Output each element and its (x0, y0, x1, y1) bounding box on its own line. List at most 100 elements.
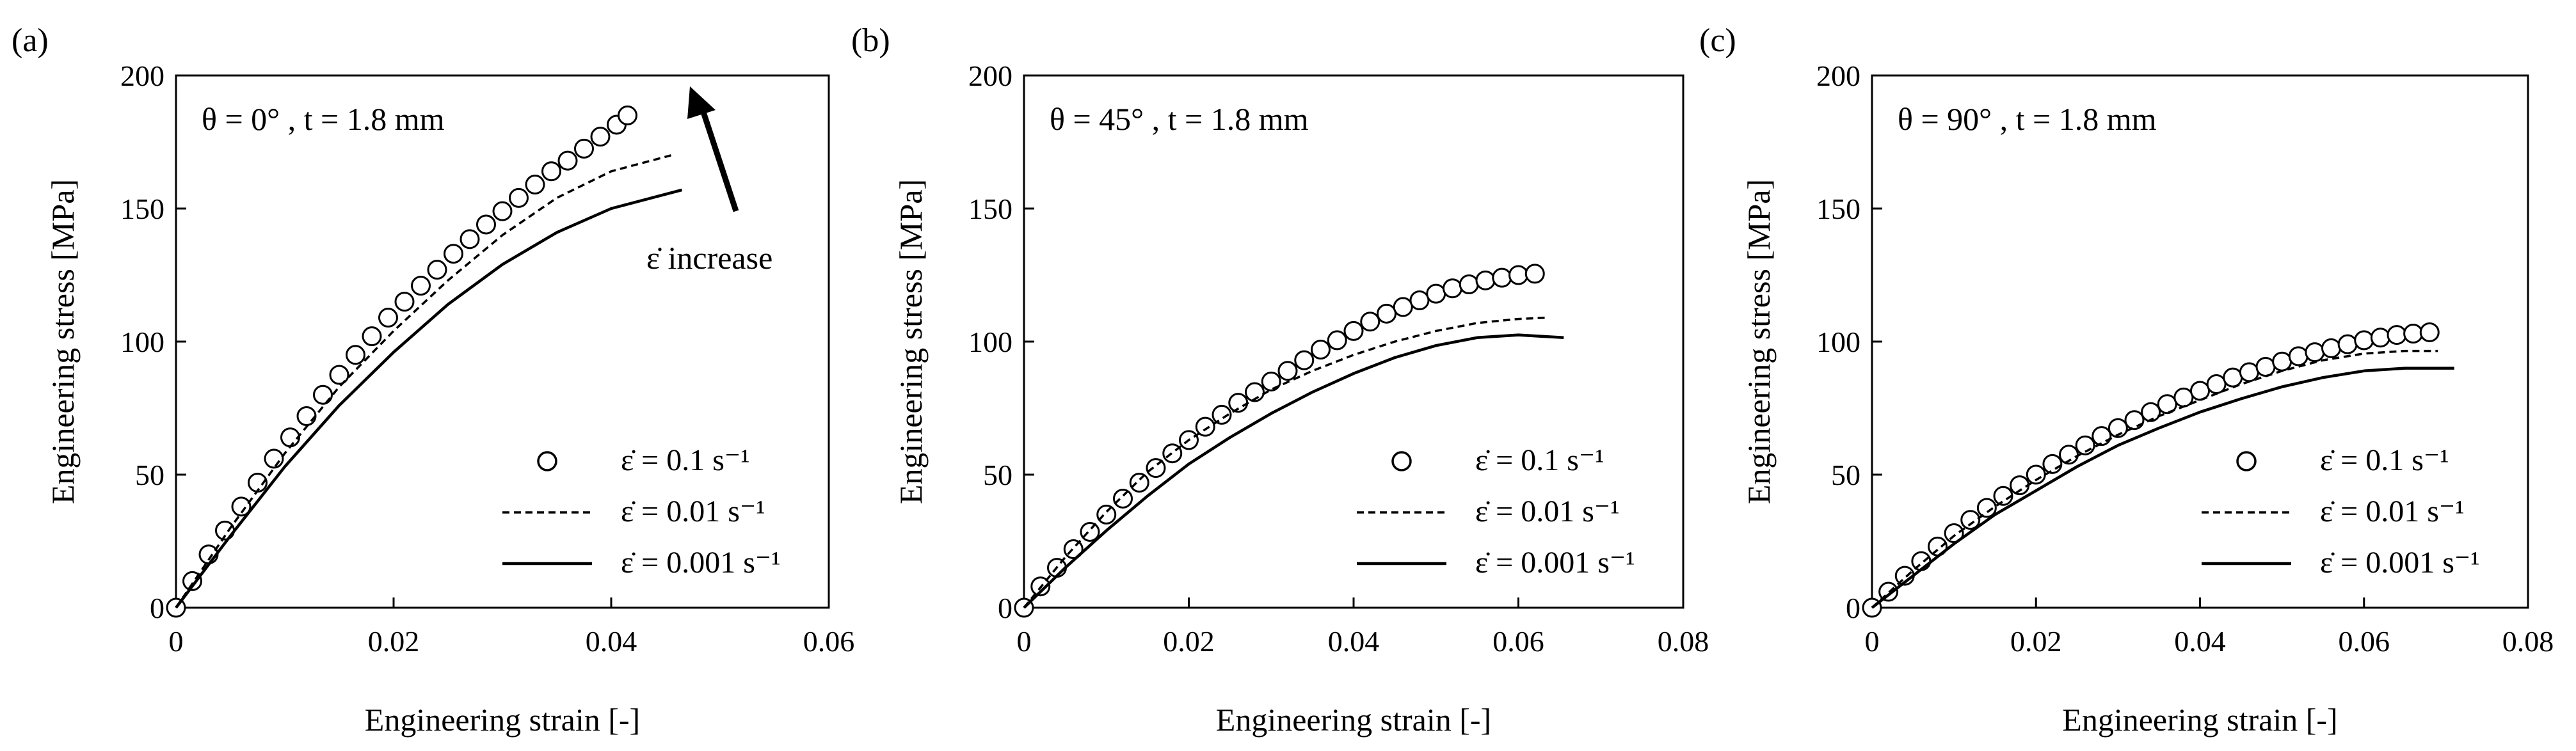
data-point (1360, 312, 1380, 332)
legend-marker-circle (1391, 451, 1412, 471)
data-point (411, 276, 431, 296)
data-point (2387, 325, 2407, 345)
x-tick-label: 0.06 (1492, 625, 1544, 658)
data-point (296, 406, 317, 426)
data-point (2141, 402, 2161, 422)
data-point (264, 448, 284, 469)
data-point (2042, 454, 2063, 474)
data-point (541, 161, 561, 182)
y-tick-label: 100 (1816, 326, 1860, 358)
data-point (1327, 330, 1347, 351)
data-point (2092, 426, 2112, 447)
x-tick-label: 0.06 (803, 625, 855, 658)
condition-text: θ = 90° , t = 1.8 mm (1898, 101, 2157, 137)
data-point (427, 260, 447, 280)
legend-label: ε̇ = 0.01 s⁻¹ (621, 494, 765, 528)
series-dashed (1871, 349, 2438, 609)
y-tick-label: 0 (998, 592, 1012, 624)
data-point (1524, 264, 1545, 284)
legend-label: ε̇ = 0.01 s⁻¹ (1475, 494, 1620, 528)
data-point (590, 127, 611, 147)
data-point (509, 187, 529, 208)
data-point (394, 292, 415, 312)
data-point (444, 244, 463, 264)
x-tick-label: 0 (1865, 625, 1880, 658)
data-point (1377, 303, 1396, 324)
x-axis-label: Engineering strain [-] (365, 702, 640, 738)
series-solid (1871, 367, 2454, 609)
data-point (1129, 472, 1149, 493)
data-point (1459, 274, 1479, 295)
legend: ε̇ = 0.1 s⁻¹ ε̇ = 0.01 s⁻¹ ε̇ = 0.001 s⁻¹ (2202, 443, 2480, 580)
data-point (525, 175, 545, 195)
series-circles (1862, 322, 2440, 618)
legend-label: ε̇ = 0.001 s⁻¹ (621, 546, 781, 580)
y-axis-label: Engineering stress [MPa] (893, 179, 929, 504)
legend-label: ε̇ = 0.001 s⁻¹ (2320, 546, 2480, 580)
data-point (1508, 265, 1528, 285)
x-tick-label: 0 (169, 625, 184, 658)
arrow-shaft (700, 109, 739, 212)
x-tick-label: 0.02 (2010, 625, 2062, 658)
arrow-head-icon (687, 86, 716, 119)
x-tick-label: 0.02 (1163, 625, 1215, 658)
data-point (2337, 334, 2358, 354)
data-point (1443, 278, 1462, 299)
y-tick-label: 50 (983, 459, 1012, 491)
data-point (1294, 350, 1315, 370)
chart-panel-a: (a) 0 50 100 150 200 0 0.02 0.04 0.06 Engineering … (12, 22, 854, 738)
y-tick-label: 200 (1816, 59, 1860, 92)
data-point (2190, 381, 2210, 401)
legend-label: ε̇ = 0.01 s⁻¹ (2320, 494, 2465, 528)
data-point (1409, 290, 1430, 311)
data-point (2124, 410, 2145, 431)
series-line (175, 154, 671, 608)
y-tick-label: 200 (120, 59, 164, 92)
x-tick-label: 0.02 (368, 625, 420, 658)
y-tick-label: 0 (150, 592, 164, 624)
data-point (378, 308, 398, 328)
series-line (1023, 316, 1548, 609)
series-dashed (1023, 316, 1548, 609)
y-tick-label: 100 (120, 326, 164, 358)
data-point (2370, 328, 2390, 348)
data-point (2305, 342, 2325, 363)
data-point (329, 365, 349, 385)
data-point (2026, 464, 2046, 485)
data-point (557, 150, 578, 171)
data-point (1212, 404, 1232, 425)
y-tick-label: 200 (968, 59, 1012, 92)
data-point (492, 201, 513, 221)
data-point (1976, 498, 1997, 518)
condition-text: θ = 0° , t = 1.8 mm (202, 101, 445, 137)
data-point (313, 384, 333, 405)
data-point (2354, 330, 2374, 351)
panel-label: (b) (851, 22, 890, 59)
legend: ε̇ = 0.1 s⁻¹ ε̇ = 0.01 s⁻¹ ε̇ = 0.001 s⁻¹ (502, 443, 781, 580)
data-point (1096, 504, 1117, 525)
series-dashed (175, 154, 671, 608)
y-axis-label: Engineering stress [MPa] (1741, 179, 1777, 504)
data-point (2403, 324, 2424, 344)
data-point (1261, 371, 1281, 391)
legend-label: ε̇ = 0.1 s⁻¹ (2320, 443, 2449, 477)
y-tick-label: 50 (1831, 459, 1860, 491)
data-point (2108, 418, 2128, 438)
data-point (1960, 510, 1981, 530)
y-tick-label: 100 (968, 326, 1012, 358)
series-line (175, 188, 683, 609)
series-solid (175, 188, 683, 609)
data-point (1492, 267, 1512, 288)
data-point (1475, 270, 1496, 290)
x-tick-label: 0.04 (2174, 625, 2226, 658)
data-point (231, 496, 252, 517)
x-axis-label: Engineering strain [-] (2062, 702, 2337, 738)
y-tick-label: 150 (968, 193, 1012, 225)
legend-label: ε̇ = 0.1 s⁻¹ (1475, 443, 1604, 477)
legend-marker-circle (537, 451, 557, 471)
series-solid (1023, 333, 1564, 609)
x-axis-label: Engineering strain [-] (1216, 702, 1491, 738)
y-tick-label: 0 (1846, 592, 1860, 624)
legend-label: ε̇ = 0.1 s⁻¹ (621, 443, 750, 477)
